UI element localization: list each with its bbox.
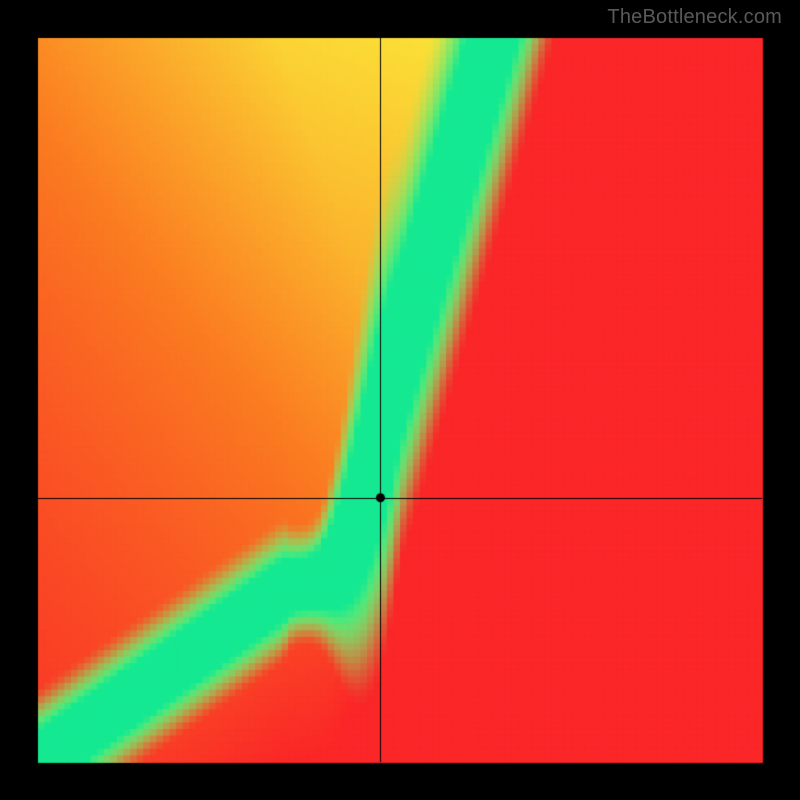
bottleneck-heatmap-canvas xyxy=(0,0,800,800)
chart-container: TheBottleneck.com xyxy=(0,0,800,800)
watermark-text: TheBottleneck.com xyxy=(607,6,782,29)
